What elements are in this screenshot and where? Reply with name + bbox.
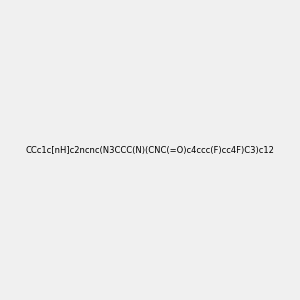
Text: CCc1c[nH]c2ncnc(N3CCC(N)(CNC(=O)c4ccc(F)cc4F)C3)c12: CCc1c[nH]c2ncnc(N3CCC(N)(CNC(=O)c4ccc(F)… <box>26 146 275 154</box>
